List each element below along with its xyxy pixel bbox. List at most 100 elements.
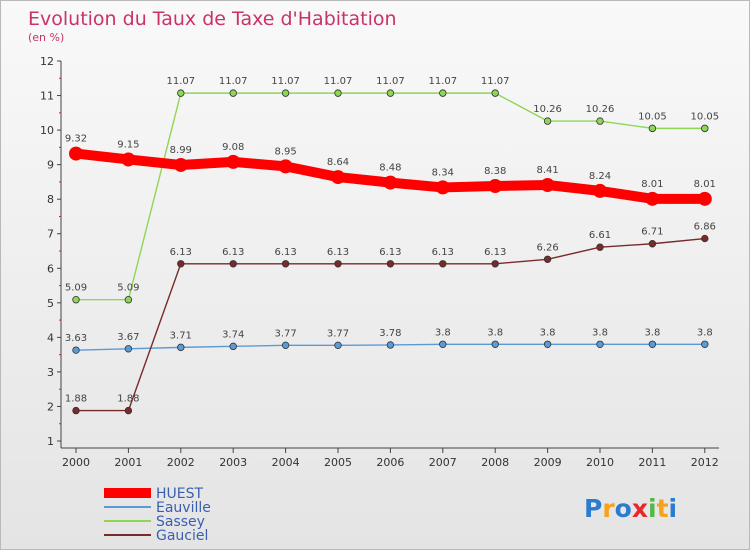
y-tick-label-10: 10 xyxy=(40,124,54,137)
y-tick-label-1: 1 xyxy=(47,435,54,448)
data-label-huest-2008: 8.38 xyxy=(484,166,506,177)
data-point-sassey-2009 xyxy=(543,117,552,125)
data-label-eauville-2009: 3.8 xyxy=(540,327,556,338)
data-label-sassey-2008: 11.07 xyxy=(481,76,510,87)
data-label-eauville-2010: 3.8 xyxy=(592,327,608,338)
y-tick-label-8: 8 xyxy=(47,193,54,206)
data-label-huest-2011: 8.01 xyxy=(641,179,663,190)
x-tick-label-2006: 2006 xyxy=(376,456,404,469)
legend-label-eauville: Eauville xyxy=(156,500,211,516)
data-point-gauciel-2010 xyxy=(596,243,604,251)
data-label-eauville-2007: 3.8 xyxy=(435,327,451,338)
data-label-sassey-2000: 5.09 xyxy=(65,283,87,294)
data-point-eauville-2012 xyxy=(701,340,709,348)
logo-letter: t xyxy=(657,494,669,523)
data-point-eauville-2010 xyxy=(596,340,604,348)
data-point-huest-2004 xyxy=(278,159,293,174)
data-label-sassey-2010: 10.26 xyxy=(586,104,615,115)
x-tick-label-2004: 2004 xyxy=(272,456,300,469)
data-point-sassey-2000 xyxy=(72,296,80,304)
data-label-huest-2000: 9.32 xyxy=(65,134,87,145)
data-point-eauville-2011 xyxy=(648,340,657,348)
data-point-huest-2005 xyxy=(331,170,345,185)
data-labels: 9.32 9.15 8.99 9.08 8.95 8.64 8.48 8.34 8.38 8.41… xyxy=(65,76,719,404)
data-point-gauciel-2009 xyxy=(543,255,552,263)
x-ticks: 2000 2001 2002 2003 2004 2005 2006 2007 2008 2009… xyxy=(62,448,719,469)
chart-subtitle: (en %) xyxy=(28,31,64,44)
data-label-huest-2007: 8.34 xyxy=(432,167,454,178)
data-label-eauville-2000: 3.63 xyxy=(65,333,87,344)
data-point-huest-2010 xyxy=(593,183,607,198)
data-point-sassey-2006 xyxy=(386,89,395,97)
data-label-eauville-2008: 3.8 xyxy=(487,327,503,338)
logo-letter: i xyxy=(669,494,678,523)
data-point-eauville-2007 xyxy=(439,340,447,348)
data-label-gauciel-2011: 6.71 xyxy=(641,227,663,238)
logo-letter: x xyxy=(632,494,648,523)
x-tick-label-2005: 2005 xyxy=(324,456,352,469)
legend-label-huest: HUEST xyxy=(156,486,204,502)
y-tick-label-2: 2 xyxy=(47,400,54,413)
x-tick-label-2012: 2012 xyxy=(691,456,719,469)
y-tick-label-12: 12 xyxy=(40,55,54,68)
data-point-sassey-2011 xyxy=(648,124,657,133)
data-point-gauciel-2001 xyxy=(124,406,133,415)
y-tick-label-11: 11 xyxy=(40,90,54,103)
data-point-huest-2000 xyxy=(69,146,83,161)
data-point-sassey-2004 xyxy=(281,89,290,97)
data-label-huest-2010: 8.24 xyxy=(589,171,611,182)
data-point-sassey-2002 xyxy=(177,89,185,97)
data-label-gauciel-2001: 1.88 xyxy=(117,394,139,405)
series-layer xyxy=(69,89,712,415)
logo-letter: P xyxy=(584,494,602,523)
x-tick-label-2008: 2008 xyxy=(481,456,509,469)
y-tick-label-5: 5 xyxy=(47,297,54,310)
x-tick-label-2009: 2009 xyxy=(534,456,562,469)
data-label-sassey-2003: 11.07 xyxy=(219,76,248,87)
data-point-eauville-2004 xyxy=(281,341,290,350)
data-label-huest-2009: 8.41 xyxy=(536,165,558,176)
data-point-sassey-2008 xyxy=(491,89,499,97)
data-label-gauciel-2004: 6.13 xyxy=(274,247,296,258)
data-label-sassey-2011: 10.05 xyxy=(638,111,667,122)
data-label-eauville-2006: 3.78 xyxy=(379,328,401,339)
data-label-eauville-2011: 3.8 xyxy=(644,327,660,338)
data-point-huest-2009 xyxy=(540,178,555,193)
data-point-eauville-2000 xyxy=(72,346,80,354)
data-label-sassey-2004: 11.07 xyxy=(271,76,300,87)
data-point-gauciel-2012 xyxy=(701,234,709,243)
x-tick-label-2000: 2000 xyxy=(62,456,90,469)
data-point-eauville-2002 xyxy=(177,343,185,352)
data-label-huest-2003: 9.08 xyxy=(222,142,244,153)
data-label-sassey-2007: 11.07 xyxy=(428,76,457,87)
data-label-eauville-2004: 3.77 xyxy=(274,328,296,339)
data-label-sassey-2009: 10.26 xyxy=(533,104,562,115)
legend-label-gauciel: Gauciel xyxy=(156,528,208,544)
data-label-gauciel-2000: 1.88 xyxy=(65,394,87,405)
data-point-gauciel-2011 xyxy=(648,240,657,248)
data-label-gauciel-2005: 6.13 xyxy=(327,247,349,258)
data-point-sassey-2005 xyxy=(334,89,342,97)
y-tick-label-7: 7 xyxy=(47,228,54,241)
data-point-huest-2003 xyxy=(226,154,241,169)
data-point-gauciel-2006 xyxy=(386,260,395,268)
data-point-eauville-2008 xyxy=(491,340,499,348)
data-label-eauville-2002: 3.71 xyxy=(170,330,192,341)
data-label-huest-2005: 8.64 xyxy=(327,157,349,168)
chart-title: Evolution du Taux de Taxe d'Habitation xyxy=(28,8,397,30)
x-tick-label-2003: 2003 xyxy=(219,456,247,469)
data-point-sassey-2010 xyxy=(596,117,604,125)
proxiti-logo: Proxiti xyxy=(584,494,677,523)
data-label-huest-2002: 8.99 xyxy=(170,145,192,156)
data-label-sassey-2002: 11.07 xyxy=(166,76,195,87)
data-point-huest-2008 xyxy=(488,179,503,194)
data-label-huest-2012: 8.01 xyxy=(694,179,716,190)
x-tick-label-2001: 2001 xyxy=(114,456,142,469)
data-point-gauciel-2000 xyxy=(72,406,80,415)
logo-letter: o xyxy=(615,494,632,523)
data-point-sassey-2001 xyxy=(124,296,133,304)
data-point-sassey-2012 xyxy=(701,124,709,133)
data-label-gauciel-2002: 6.13 xyxy=(170,247,192,258)
data-point-eauville-2003 xyxy=(229,342,237,351)
